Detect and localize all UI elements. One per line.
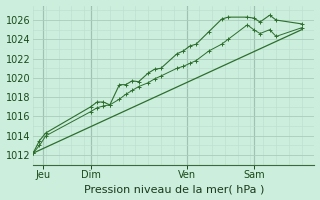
X-axis label: Pression niveau de la mer( hPa ): Pression niveau de la mer( hPa )	[84, 184, 264, 194]
